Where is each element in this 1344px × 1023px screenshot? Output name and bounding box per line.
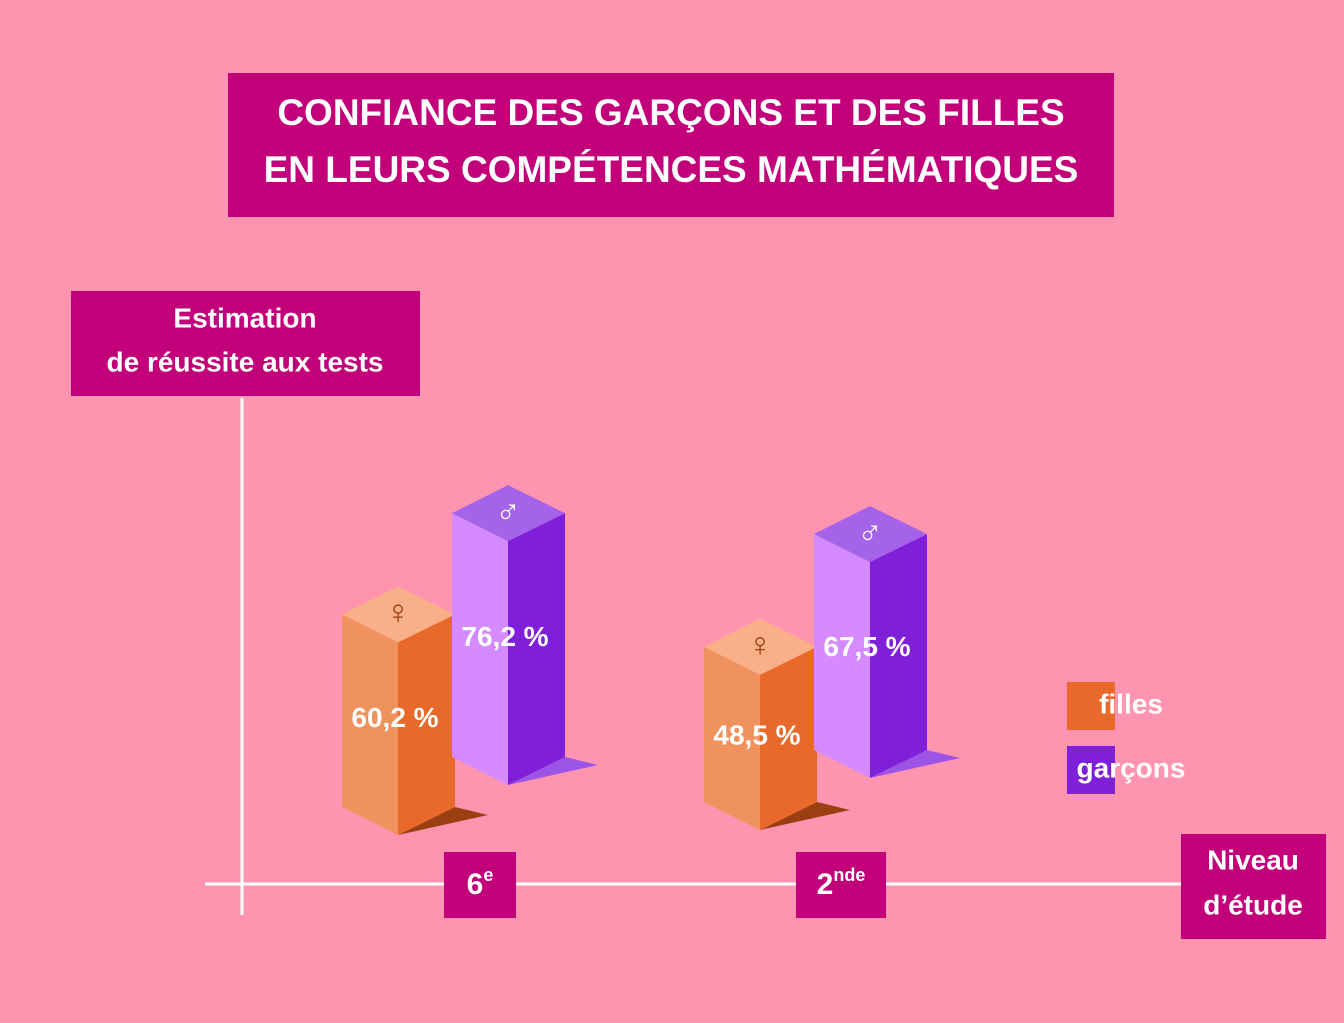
bar-side [760, 646, 817, 830]
bar-top [452, 485, 565, 542]
value-label: 60,2 % [351, 702, 438, 733]
bar-side [870, 534, 927, 778]
bar-shadow [508, 757, 598, 785]
gender-symbol: ♀ [385, 593, 411, 631]
bar [814, 506, 960, 778]
bar-front [452, 513, 508, 785]
bar-shadow [870, 750, 960, 778]
gender-symbol: ♂ [857, 513, 883, 551]
bar [452, 485, 598, 785]
x-axis-label: d’étude [1203, 889, 1303, 920]
bar [342, 586, 488, 835]
bar-side [508, 513, 565, 785]
bar-shadow [760, 802, 850, 830]
x-tick-box [796, 852, 886, 918]
x-tick-label: 2nde [817, 865, 866, 901]
y-axis-label: de réussite aux tests [106, 346, 383, 377]
x-tick-box [444, 852, 516, 918]
legend-label: filles [1099, 688, 1163, 719]
bar-front [814, 534, 870, 778]
chart-title: EN LEURS COMPÉTENCES MATHÉMATIQUES [264, 149, 1079, 190]
legend-swatch [1067, 682, 1115, 730]
value-label: 48,5 % [713, 719, 800, 750]
x-axis-label: Niveau [1207, 844, 1299, 875]
y-label-box [71, 291, 420, 396]
bar [704, 618, 850, 830]
gender-symbol: ♂ [495, 492, 521, 530]
chart-title: CONFIANCE DES GARÇONS ET DES FILLES [277, 92, 1064, 133]
bar-side [398, 614, 455, 835]
bar-top [342, 586, 455, 643]
bar-top [814, 506, 927, 562]
title-box [228, 73, 1114, 217]
value-label: 76,2 % [461, 621, 548, 652]
x-tick-label: 6e [467, 865, 494, 901]
gender-symbol: ♀ [747, 626, 773, 664]
x-label-box [1181, 834, 1326, 939]
legend-swatch [1067, 746, 1115, 794]
y-axis-label: Estimation [173, 302, 316, 333]
bar-top [704, 618, 817, 675]
legend-label: garçons [1077, 752, 1186, 783]
bar-front [342, 614, 398, 835]
bar-shadow [398, 807, 488, 835]
value-label: 67,5 % [823, 631, 910, 662]
bar-front [704, 646, 760, 830]
